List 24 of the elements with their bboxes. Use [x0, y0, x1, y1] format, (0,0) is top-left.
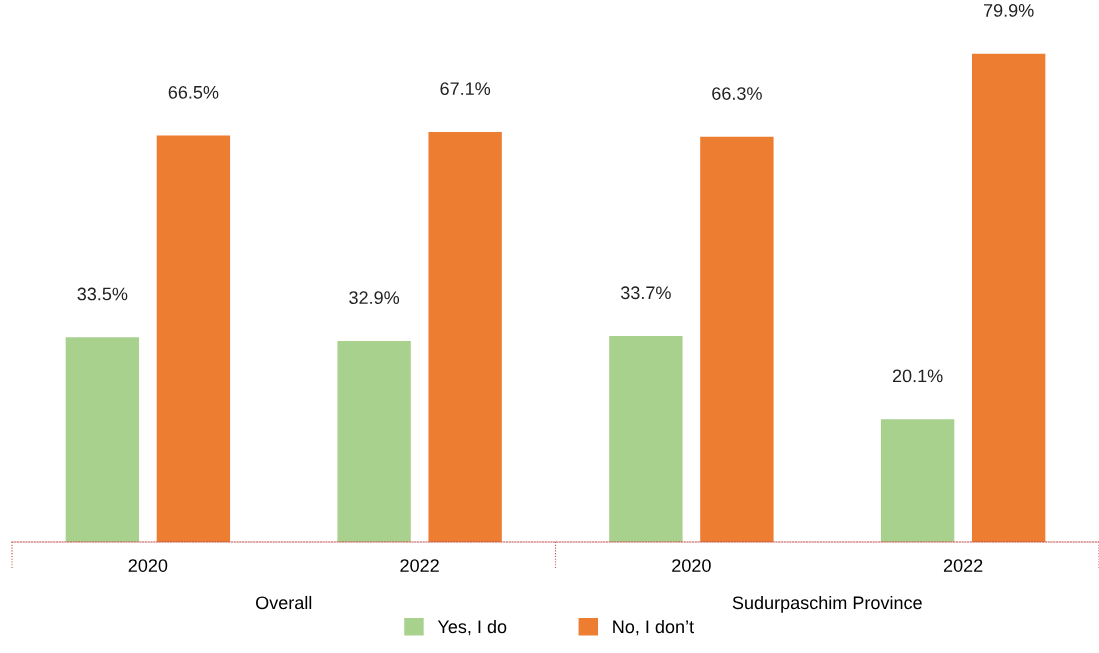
legend-label: No, I don’t — [613, 619, 694, 636]
data-label: 66.3% — [712, 87, 762, 100]
bar — [971, 53, 1046, 542]
bar — [880, 419, 955, 542]
data-label: 66.5% — [168, 85, 219, 99]
data-label: 32.9% — [349, 291, 400, 305]
bar — [337, 340, 411, 542]
text: Overall — [256, 595, 312, 610]
data-label: 67.1% — [440, 82, 491, 96]
data-label: 79.9% — [983, 4, 1034, 17]
bar — [156, 135, 231, 542]
x-tick-label: 2022 — [400, 559, 439, 572]
data-label: 33.7% — [620, 286, 671, 300]
bar — [609, 336, 683, 542]
data-label: 33.5% — [77, 287, 128, 301]
bar — [65, 337, 140, 542]
bar — [428, 131, 502, 542]
data-label: 20.1% — [892, 369, 943, 383]
x-tick-label: 2020 — [672, 559, 711, 572]
text: Sudurpaschim Province — [732, 595, 922, 613]
bar — [700, 136, 774, 542]
legend-label: Yes, I do — [437, 619, 507, 636]
x-tick-label: 2022 — [943, 559, 983, 572]
x-tick-label: 2020 — [128, 559, 168, 572]
